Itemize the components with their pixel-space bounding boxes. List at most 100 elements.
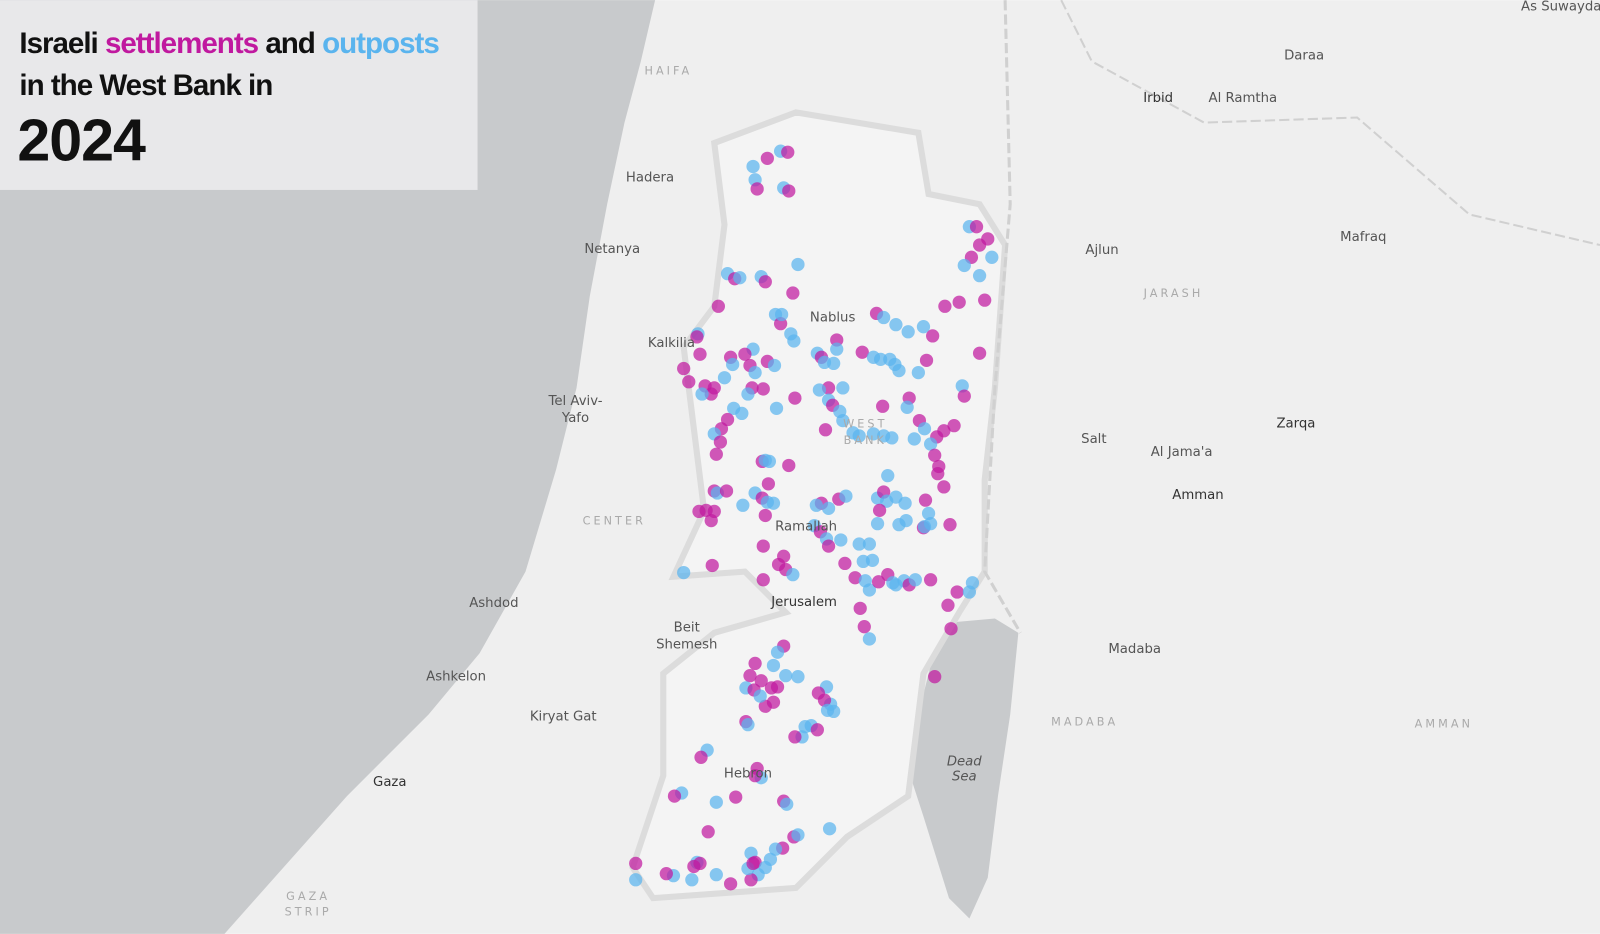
settlement-dot — [928, 670, 942, 684]
outpost-dot — [822, 822, 837, 836]
settlement-dot — [758, 275, 772, 289]
settlement-dot — [937, 480, 951, 494]
settlement-dot — [817, 693, 832, 707]
outpost-dot — [736, 498, 750, 512]
place-label: Yafo — [561, 411, 589, 426]
settlement-dot — [972, 238, 987, 252]
outpost-dot — [852, 429, 866, 443]
outpost-dot — [741, 718, 755, 732]
title-word: and — [265, 27, 315, 60]
settlement-dot — [972, 346, 987, 360]
place-label: Shemesh — [656, 637, 717, 652]
settlement-dot — [788, 391, 802, 405]
outpost-dot — [821, 501, 836, 515]
settlement-dot — [926, 329, 940, 343]
settlement-dot — [754, 674, 768, 688]
settlement-dot — [705, 558, 719, 573]
settlement-dot — [709, 447, 723, 461]
outpost-dot — [733, 271, 747, 285]
place-label: Zarqa — [1276, 417, 1315, 432]
outpost-dot — [862, 632, 877, 646]
place-label: Ashkelon — [426, 670, 486, 685]
settlement-dot — [723, 877, 738, 891]
place-label: Hadera — [626, 171, 674, 186]
settlement-dot — [937, 424, 951, 438]
settlement-dot — [978, 293, 992, 307]
settlement-dot — [758, 508, 772, 523]
settlement-dot — [770, 680, 785, 694]
outpost-dot — [762, 454, 777, 469]
title-word: Israeli — [19, 27, 97, 60]
place-label: AMMAN — [1415, 718, 1473, 731]
title-year: 2024 — [17, 106, 146, 173]
settlement-dot — [677, 361, 691, 376]
outpost-dot — [779, 669, 793, 683]
outpost-dot — [741, 387, 755, 401]
settlement-dot — [729, 790, 743, 804]
outpost-dot — [889, 318, 903, 332]
outpost-dot — [836, 381, 850, 395]
outpost-dot — [916, 320, 931, 334]
outpost-dot — [923, 437, 938, 451]
settlement-dot — [690, 330, 704, 344]
settlement-dot — [782, 458, 796, 473]
dead-sea — [910, 618, 1019, 919]
settlement-dot — [952, 295, 966, 309]
place-label: CENTER — [583, 515, 646, 528]
labels: As Suwayda Daraa Irbid Al Ramtha HAIFA Hadera… — [285, 0, 1600, 918]
place-label: Tel Aviv- — [548, 394, 603, 409]
outpost-dot — [629, 873, 643, 887]
outpost-dot — [766, 496, 781, 510]
settlement-dot — [743, 669, 757, 683]
outpost-dot — [892, 363, 906, 378]
settlement-dot — [838, 556, 852, 571]
settlement-dot — [855, 345, 869, 359]
place-label: As Suwayda — [1521, 0, 1600, 14]
place-label: Nablus — [810, 311, 856, 326]
settlement-dot — [750, 182, 764, 196]
place-label: Jerusalem — [770, 595, 837, 610]
outpost-dot — [746, 159, 760, 174]
outpost-dot — [717, 371, 732, 385]
title-line1: Israeli settlements and outposts — [19, 27, 439, 60]
settlement-dot — [781, 145, 795, 159]
outpost-dot — [834, 533, 848, 547]
outpost-dot — [923, 517, 938, 531]
settlement-dot — [682, 375, 696, 389]
settlement-dot — [711, 299, 725, 313]
outpost-dot — [780, 797, 794, 811]
title-settlements: settlements — [105, 27, 259, 60]
outpost-dot — [877, 310, 891, 325]
outpost-dot — [709, 795, 723, 809]
settlement-dot — [693, 347, 707, 361]
settlement-dot — [938, 299, 952, 313]
outpost-dot — [786, 568, 800, 582]
outpost-dot — [865, 553, 880, 567]
place-label: Irbid — [1143, 91, 1173, 106]
outpost-dot — [898, 496, 912, 510]
outpost-dot — [827, 356, 841, 371]
place-label: Madaba — [1108, 642, 1161, 657]
outpost-dot — [830, 342, 844, 356]
outpost-dot — [685, 873, 699, 887]
outpost-dot — [767, 358, 782, 373]
outpost-dot — [866, 427, 881, 441]
place-label: Ajlun — [1085, 243, 1118, 258]
outpost-dot — [862, 537, 877, 551]
outpost-dot — [985, 250, 999, 264]
settlement-dot — [761, 477, 775, 491]
place-label: Kalkilia — [648, 336, 695, 351]
outpost-dot — [768, 842, 783, 856]
settlement-dot — [969, 220, 984, 234]
settlement-dot — [918, 493, 933, 507]
settlement-dot — [748, 769, 762, 783]
settlement-dot — [738, 347, 752, 361]
outpost-dot — [908, 573, 922, 587]
outpost-dot — [791, 257, 805, 272]
outpost-dot — [852, 537, 866, 551]
outpost-dot — [766, 658, 781, 673]
outpost-dot — [965, 576, 980, 590]
outpost-dot — [787, 334, 801, 348]
place-label: Beit — [674, 621, 700, 636]
